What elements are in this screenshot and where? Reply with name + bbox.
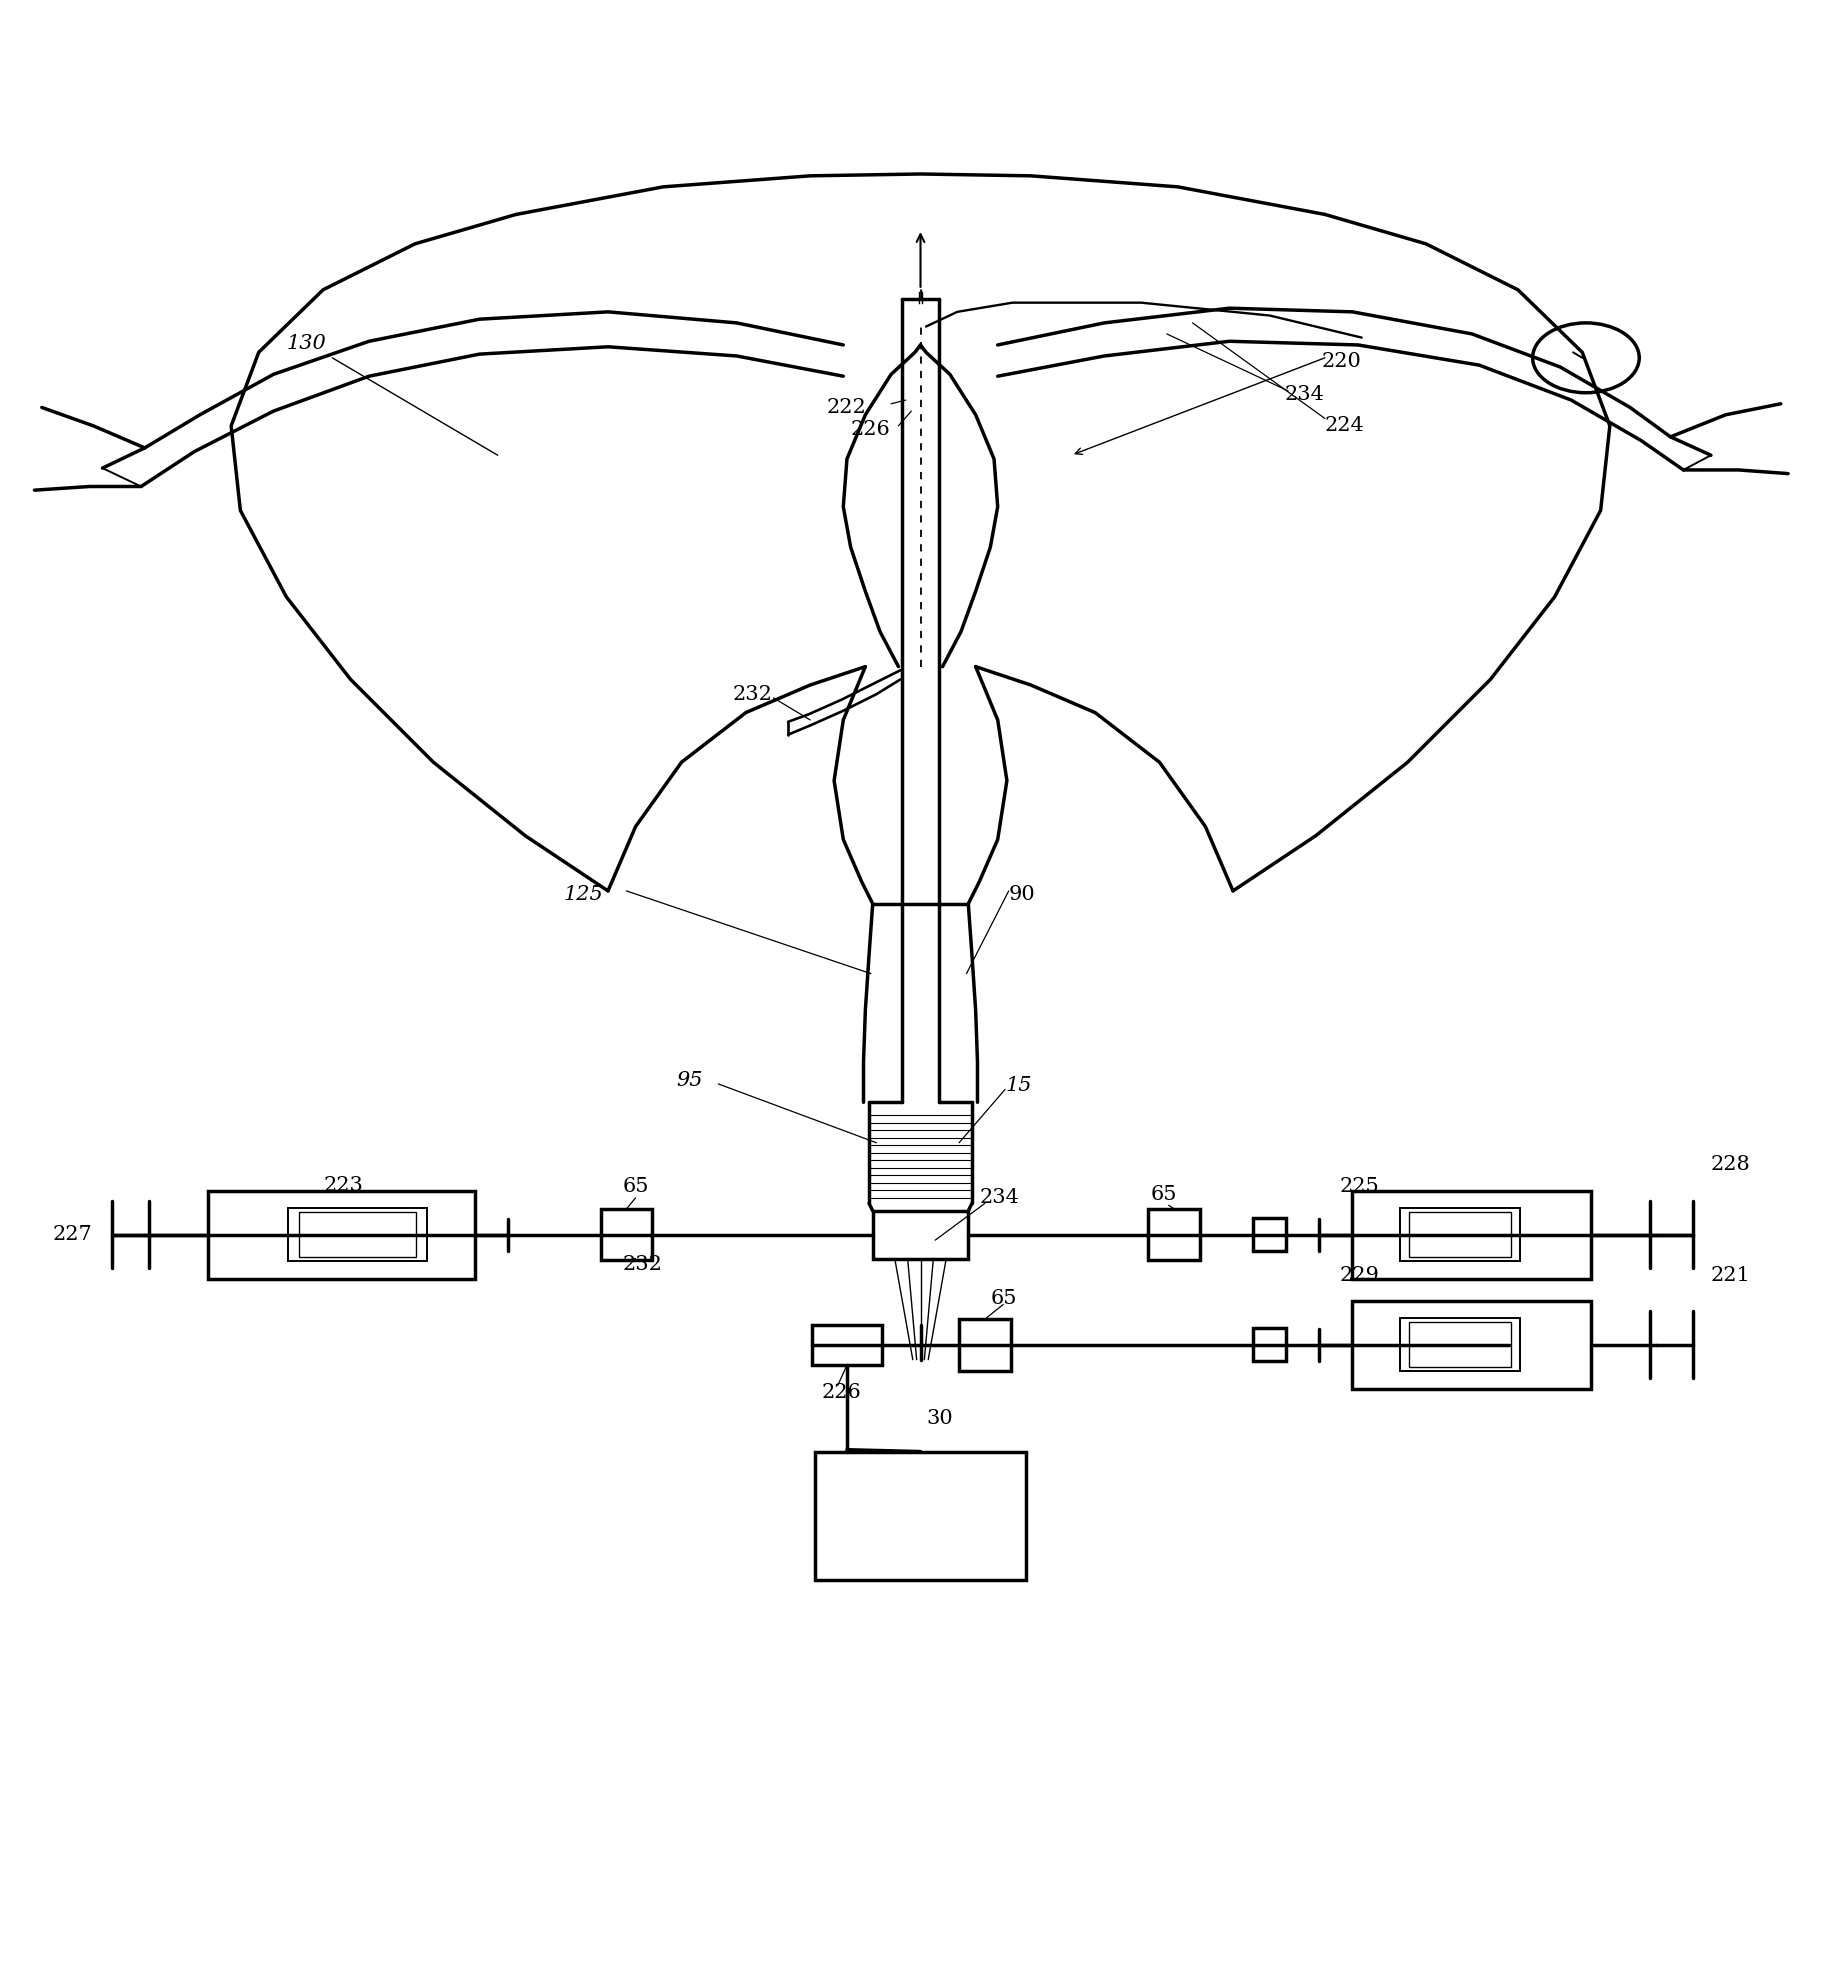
Bar: [1353, 1302, 1591, 1389]
Text: 30: 30: [926, 1409, 954, 1428]
Text: 130: 130: [287, 333, 326, 353]
Bar: [1254, 1218, 1287, 1252]
Bar: [1408, 1323, 1511, 1367]
Text: 95: 95: [676, 1071, 703, 1089]
Text: 234: 234: [1285, 385, 1324, 405]
Text: 223: 223: [322, 1175, 363, 1194]
Text: 226: 226: [821, 1383, 862, 1403]
Text: 65: 65: [1151, 1184, 1176, 1204]
Text: 65: 65: [990, 1290, 1016, 1309]
Text: 225: 225: [1340, 1177, 1379, 1196]
Bar: [1401, 1208, 1521, 1262]
Text: 220: 220: [1322, 351, 1360, 371]
Text: 90: 90: [1009, 885, 1035, 905]
Text: 221: 221: [1710, 1266, 1751, 1284]
Bar: [959, 1319, 1011, 1371]
Text: 222: 222: [827, 399, 867, 417]
Text: 227: 227: [53, 1226, 92, 1244]
Bar: [600, 1208, 652, 1260]
Bar: [816, 1452, 1025, 1579]
Text: 232: 232: [733, 684, 773, 704]
Text: 15: 15: [1005, 1075, 1031, 1095]
Text: 226: 226: [851, 421, 891, 438]
Bar: [1149, 1208, 1200, 1260]
Text: 65: 65: [622, 1177, 650, 1196]
Bar: [289, 1208, 427, 1262]
Bar: [1254, 1329, 1287, 1361]
Ellipse shape: [1532, 323, 1638, 393]
Bar: [208, 1190, 475, 1280]
Text: 228: 228: [1710, 1155, 1751, 1175]
Bar: [1401, 1319, 1521, 1371]
Text: 125: 125: [563, 885, 604, 905]
Text: 224: 224: [1326, 417, 1364, 434]
Bar: [873, 1210, 968, 1258]
Text: 229: 229: [1340, 1266, 1379, 1284]
Bar: [1408, 1212, 1511, 1258]
Text: 232: 232: [622, 1254, 663, 1274]
Bar: [812, 1325, 882, 1365]
Bar: [1353, 1190, 1591, 1280]
Text: 234: 234: [979, 1188, 1020, 1208]
Bar: [298, 1212, 416, 1258]
